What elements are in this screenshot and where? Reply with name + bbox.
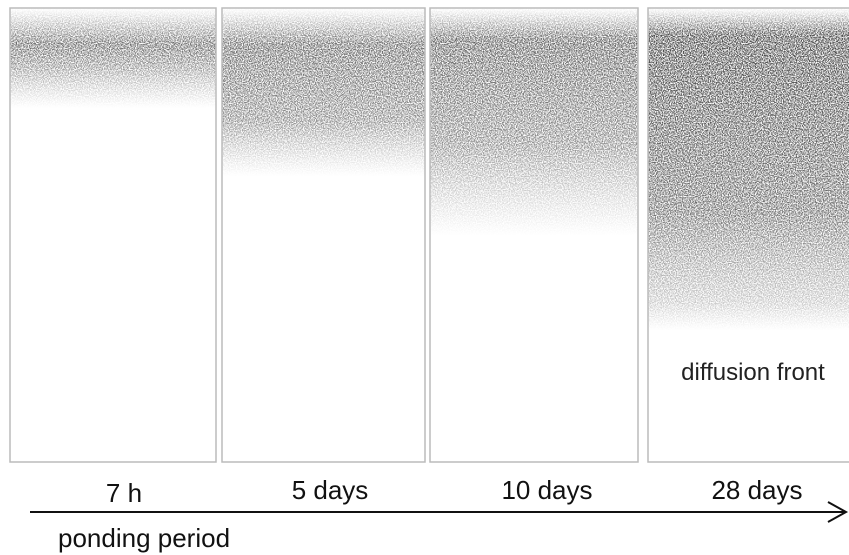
panel: [221, 7, 426, 463]
panel-label: 7 h: [106, 478, 142, 508]
panel-label: 28 days: [711, 475, 802, 505]
panel-label: 10 days: [501, 475, 592, 505]
axis-label: ponding period: [58, 523, 230, 553]
annotation: diffusion front: [681, 359, 825, 386]
panel: [9, 7, 217, 463]
panel-label: 5 days: [292, 475, 369, 505]
panel: [647, 7, 849, 463]
arrow: [30, 501, 849, 523]
panel: [429, 7, 639, 463]
